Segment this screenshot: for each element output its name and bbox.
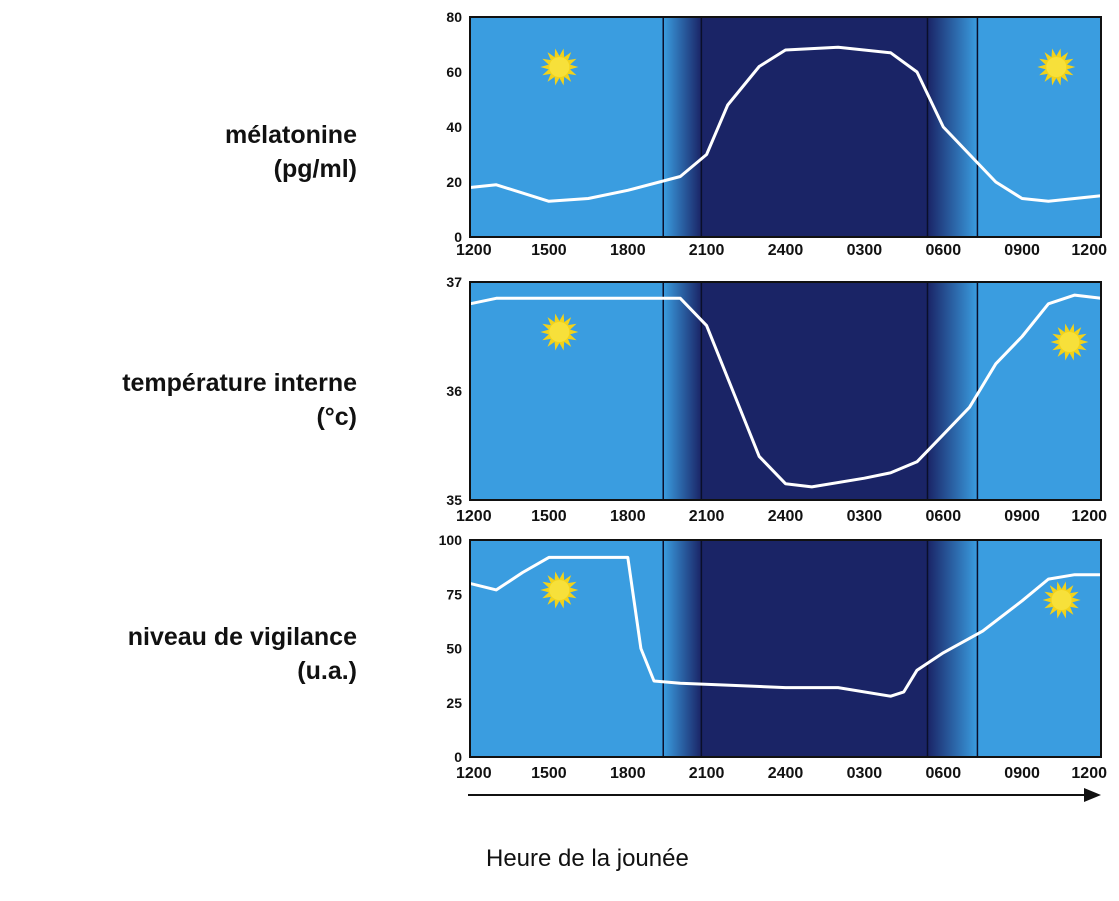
- x-tick-label: 2100: [689, 508, 725, 525]
- y-tick-label: 40: [446, 119, 462, 135]
- x-tick-label: 1200: [456, 765, 492, 782]
- sun-icon: [1037, 48, 1076, 86]
- x-tick-label: 1200: [1071, 508, 1107, 525]
- x-tick-label: 2400: [768, 242, 804, 259]
- data-line: [469, 555, 1101, 698]
- dusk-band: [663, 540, 702, 757]
- y-tick-label: 37: [446, 274, 462, 290]
- data-line: [469, 293, 1102, 489]
- x-tick-label: 1200: [456, 508, 492, 525]
- sun-icon: [540, 48, 579, 86]
- dusk-band: [663, 17, 702, 237]
- dawn-band: [927, 282, 978, 500]
- y-tick-label: 100: [439, 532, 463, 548]
- x-tick-label: 1800: [610, 508, 646, 525]
- x-tick-label: 0300: [847, 765, 883, 782]
- panel-label-vigilance: niveau de vigilance (u.a.): [128, 620, 357, 688]
- time-arrow-head: [1084, 788, 1101, 802]
- x-tick-label: 1500: [531, 765, 567, 782]
- night-band: [701, 540, 928, 757]
- panel-label-line1: niveau de vigilance: [127, 623, 357, 651]
- x-tick-label: 1200: [1071, 242, 1107, 259]
- y-tick-label: 0: [454, 229, 462, 245]
- x-tick-label: 0600: [926, 765, 962, 782]
- x-tick-label: 2400: [768, 765, 804, 782]
- sun-core: [1059, 332, 1080, 352]
- x-tick-label: 2400: [768, 508, 804, 525]
- y-tick-label: 80: [446, 9, 462, 25]
- x-tick-label: 0300: [847, 508, 883, 525]
- x-tick-label: 1500: [531, 508, 567, 525]
- chart-panel-3: 0 25 50 75 100 1200 1500 1800 2100 2400 0300 0600 09…: [439, 532, 1107, 782]
- y-tick-label: 75: [446, 586, 462, 602]
- y-tick-label: 0: [454, 749, 462, 765]
- night-band: [701, 282, 928, 500]
- x-tick-label: 2100: [689, 765, 725, 782]
- sun-core: [549, 57, 570, 77]
- x-tick-label: 1500: [531, 242, 567, 259]
- y-tick-label: 50: [446, 641, 462, 657]
- sun-core: [549, 322, 570, 342]
- panel-frame: [469, 539, 1102, 758]
- y-tick-label: 36: [446, 383, 462, 399]
- sun-core: [1051, 590, 1072, 610]
- chart-panel-2: 35 36 37 1200 1500 1800 2100 2400 0300 0600 0900 12…: [446, 274, 1107, 525]
- sun-core: [549, 580, 570, 600]
- x-tick-label: 0300: [847, 242, 883, 259]
- dawn-band: [927, 17, 978, 237]
- x-tick-label: 0600: [926, 242, 962, 259]
- sun-icon: [540, 571, 579, 609]
- y-tick-label: 25: [446, 695, 462, 711]
- panel-label-melatonin: mélatonine (pg/ml): [225, 118, 357, 186]
- sun-icon: [540, 313, 579, 351]
- x-tick-label: 0600: [926, 508, 962, 525]
- y-tick-label: 20: [446, 174, 462, 190]
- y-tick-label: 60: [446, 64, 462, 80]
- x-tick-label: 1200: [1071, 765, 1107, 782]
- sun-icon: [1042, 581, 1081, 619]
- x-tick-label: 0900: [1004, 765, 1040, 782]
- x-tick-label: 1800: [610, 242, 646, 259]
- panel-label-line1: mélatonine: [225, 121, 357, 149]
- data-line: [469, 45, 1102, 203]
- sun-core: [1046, 57, 1067, 77]
- panel-frame: [469, 281, 1102, 501]
- chart-panel-1: 0 20 40 60 80 1200 1500 1800 2100 2400 0300 0600 090…: [446, 9, 1107, 259]
- panel-frame: [469, 16, 1102, 238]
- x-tick-label: 0900: [1004, 508, 1040, 525]
- y-tick-label: 35: [446, 492, 462, 508]
- x-tick-label: 2100: [689, 242, 725, 259]
- panel-label-line2: (u.a.): [297, 657, 357, 685]
- x-tick-label: 1200: [456, 242, 492, 259]
- panel-label-line2: (pg/ml): [273, 155, 357, 183]
- x-tick-label: 0900: [1004, 242, 1040, 259]
- panel-label-line1: température interne: [122, 369, 357, 397]
- panel-label-line2: (°c): [316, 403, 357, 431]
- x-axis-caption: Heure de la jounée: [486, 845, 689, 872]
- x-tick-label: 1800: [610, 765, 646, 782]
- panel-label-temperature: température interne (°c): [122, 366, 357, 434]
- sun-icon: [1050, 323, 1089, 361]
- dusk-band: [663, 282, 702, 500]
